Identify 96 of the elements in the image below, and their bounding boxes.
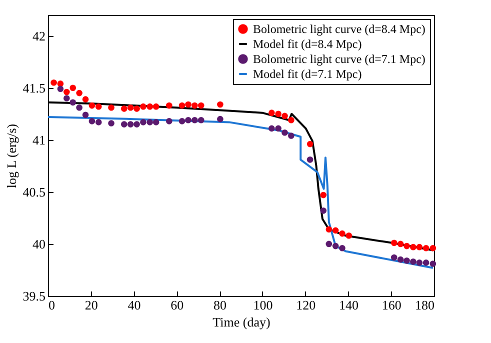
point <box>390 254 398 261</box>
point <box>217 116 224 122</box>
point <box>152 119 160 126</box>
point <box>178 118 186 124</box>
point <box>320 208 327 214</box>
point <box>166 118 172 124</box>
y-tick-label: 42 <box>32 28 46 44</box>
y-tick-label: 40.5 <box>22 184 46 200</box>
legend-label: Model fit (d=8.4 Mpc) <box>253 37 362 51</box>
x-tick-label: 60 <box>170 298 184 312</box>
legend-label: Bolometric light curve (d=7.1 Mpc) <box>253 52 426 66</box>
point <box>140 119 146 126</box>
point <box>422 244 430 252</box>
y-axis-title: log L (erg/s) <box>4 124 19 188</box>
point <box>127 121 134 128</box>
point <box>76 90 82 96</box>
y-tick-label: 41 <box>32 132 46 148</box>
point <box>275 125 282 132</box>
point <box>63 88 70 96</box>
point <box>134 106 140 112</box>
y-tick-label: 39.5 <box>22 288 46 304</box>
point <box>282 112 288 120</box>
point <box>146 103 154 110</box>
point <box>108 120 114 126</box>
point <box>166 102 172 109</box>
point <box>76 104 82 111</box>
point <box>268 110 275 116</box>
point <box>185 101 192 108</box>
point <box>70 99 76 106</box>
point <box>82 96 89 102</box>
x-tick-label: 140 <box>338 298 358 312</box>
point <box>140 103 146 110</box>
point <box>95 103 102 110</box>
point <box>288 116 294 124</box>
point <box>120 106 128 112</box>
point <box>346 232 352 239</box>
x-tick-label: 40 <box>128 298 141 312</box>
point <box>88 102 96 109</box>
point <box>50 79 57 86</box>
legend-label: Bolometric light curve (d=8.4 Mpc) <box>253 22 426 36</box>
point <box>410 244 416 250</box>
x-tick-label: 0 <box>48 298 55 312</box>
legend-label: Model fit (d=7.1 Mpc) <box>253 67 362 81</box>
point <box>390 240 398 246</box>
point <box>339 230 346 237</box>
point <box>397 256 404 263</box>
point <box>332 242 339 250</box>
point <box>146 119 154 126</box>
point <box>422 260 430 266</box>
point <box>120 121 128 128</box>
point <box>63 95 70 102</box>
x-tick-label: 120 <box>296 298 316 312</box>
point <box>198 116 204 124</box>
point <box>282 129 288 136</box>
point <box>320 192 327 198</box>
x-tick-label: 100 <box>253 298 273 312</box>
y-tick-label: 41.5 <box>22 80 46 96</box>
point <box>430 244 436 252</box>
x-axis-title: Time (day) <box>212 314 270 330</box>
point <box>88 118 96 124</box>
x-tick-label: 180 <box>415 298 434 312</box>
point <box>404 257 410 264</box>
point <box>192 116 198 124</box>
point <box>198 102 204 109</box>
point <box>288 132 294 139</box>
point <box>410 258 416 265</box>
point <box>306 140 314 148</box>
point <box>152 103 160 110</box>
point <box>416 244 423 250</box>
point <box>82 112 89 118</box>
y-tick-label: 40 <box>32 236 46 252</box>
point <box>178 102 186 109</box>
point <box>268 125 275 132</box>
point <box>108 104 114 111</box>
point <box>192 102 198 109</box>
point <box>416 260 423 266</box>
point <box>404 242 410 250</box>
point <box>326 240 332 248</box>
point <box>185 116 192 124</box>
point <box>70 84 76 92</box>
point <box>430 260 436 267</box>
point <box>57 80 64 87</box>
point <box>339 244 346 252</box>
x-tick-label: 80 <box>214 298 227 312</box>
x-tick-label: 160 <box>382 298 402 312</box>
point <box>57 86 64 92</box>
point <box>326 226 332 233</box>
point <box>397 240 404 248</box>
point <box>127 104 134 111</box>
x-tick-label: 20 <box>84 298 98 312</box>
point <box>95 119 102 126</box>
point <box>217 101 224 108</box>
point <box>306 156 314 163</box>
point <box>332 227 339 234</box>
point <box>134 121 140 128</box>
point <box>275 110 282 118</box>
